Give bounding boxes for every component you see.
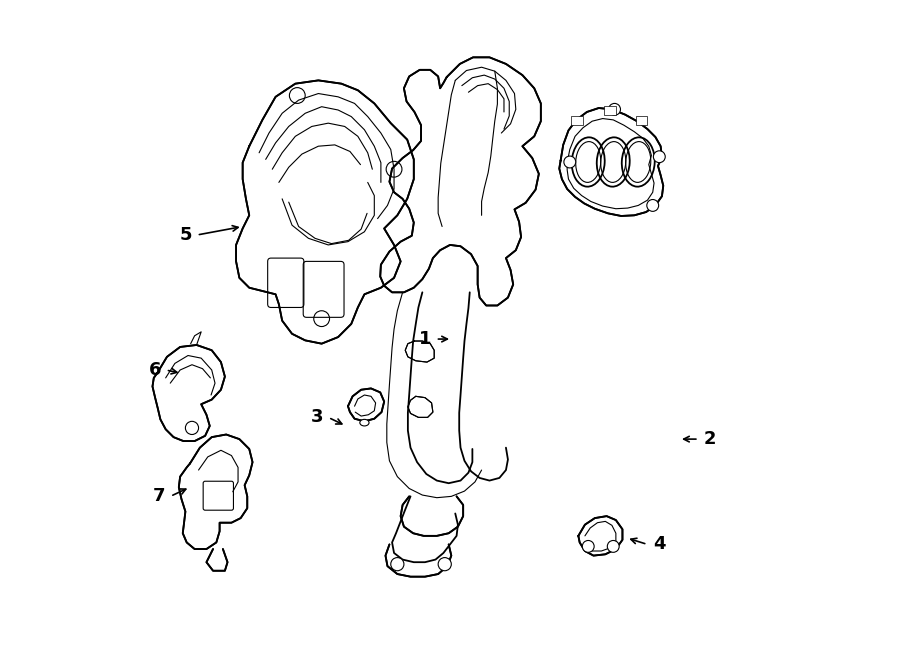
Polygon shape — [559, 108, 663, 216]
Circle shape — [653, 151, 665, 163]
Circle shape — [647, 200, 659, 212]
Polygon shape — [385, 545, 451, 576]
Circle shape — [608, 541, 619, 553]
Polygon shape — [152, 345, 225, 441]
Polygon shape — [579, 516, 623, 556]
Text: 6: 6 — [148, 361, 161, 379]
Polygon shape — [179, 434, 253, 549]
Text: 3: 3 — [310, 408, 323, 426]
Text: 4: 4 — [653, 535, 666, 553]
Polygon shape — [206, 549, 228, 570]
Polygon shape — [405, 341, 434, 362]
Bar — [635, 116, 647, 125]
Polygon shape — [380, 58, 541, 305]
Polygon shape — [236, 81, 414, 344]
Circle shape — [438, 558, 451, 570]
Text: 7: 7 — [153, 487, 166, 506]
Circle shape — [564, 156, 576, 168]
Text: 5: 5 — [179, 226, 192, 244]
Bar — [604, 106, 616, 115]
Circle shape — [391, 558, 404, 570]
Polygon shape — [400, 496, 464, 536]
Polygon shape — [348, 389, 384, 421]
Bar — [572, 116, 583, 125]
Circle shape — [608, 103, 620, 115]
Ellipse shape — [360, 419, 369, 426]
Text: 1: 1 — [419, 330, 432, 348]
Polygon shape — [408, 397, 433, 417]
Circle shape — [582, 541, 594, 553]
Text: 2: 2 — [704, 430, 716, 448]
